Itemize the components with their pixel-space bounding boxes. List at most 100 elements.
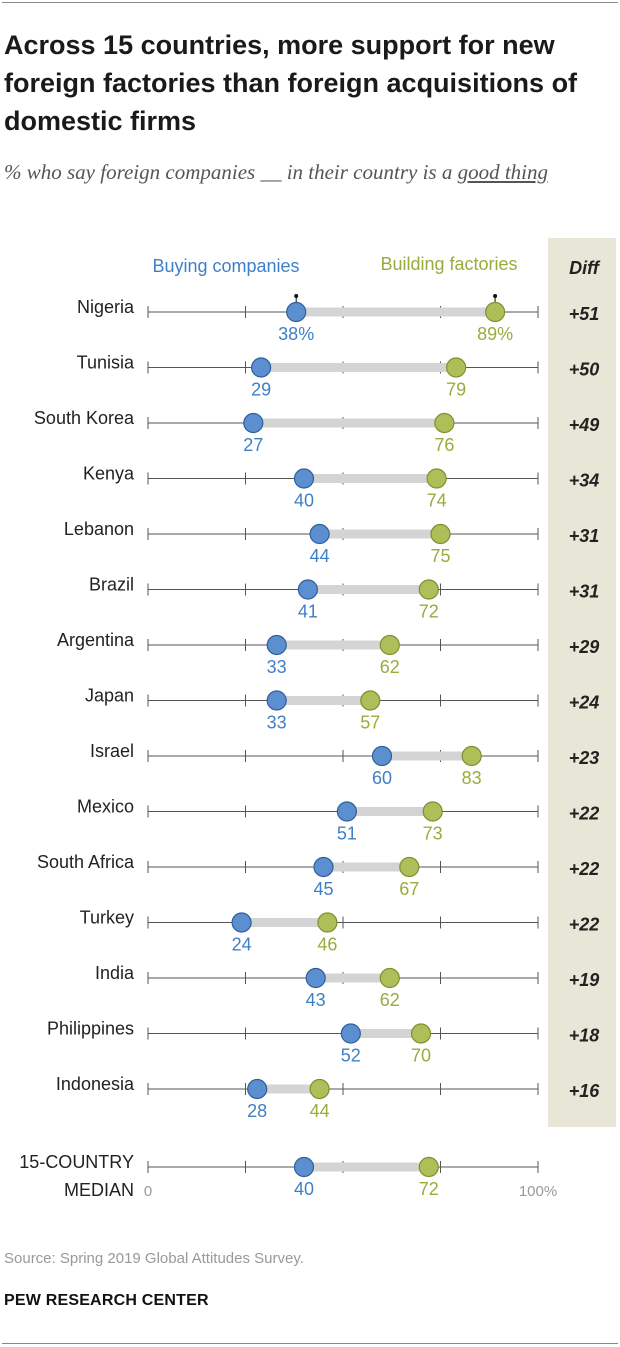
value-label-building: 67 (399, 879, 419, 899)
country-label: Argentina (57, 630, 135, 650)
diff-value: +22 (569, 859, 600, 879)
value-label-building: 70 (411, 1046, 431, 1066)
country-label: Indonesia (56, 1074, 135, 1094)
diff-value: +34 (569, 471, 600, 491)
dot-buying (247, 1078, 268, 1100)
value-label-building: 73 (423, 824, 443, 844)
dot-building (399, 856, 420, 878)
value-label-building: 75 (430, 546, 450, 566)
range-bar (346, 807, 433, 816)
dot-building (379, 634, 400, 656)
range-bar (304, 474, 437, 483)
diff-value: +18 (569, 1026, 600, 1046)
dot-buying (243, 412, 264, 434)
value-label-buying: 33 (267, 713, 287, 733)
dot-buying (266, 634, 287, 656)
country-label: Israel (90, 741, 134, 761)
country-label: Turkey (80, 908, 134, 928)
dot-buying (297, 579, 318, 600)
subtitle-underlined: good thing (457, 160, 549, 184)
dot-building (422, 801, 443, 822)
legend-building: Building factories (380, 254, 517, 274)
value-label-building: 79 (446, 380, 466, 400)
value-label-buying: 40 (294, 491, 314, 511)
dot-buying (305, 967, 326, 989)
value-label-buying: 40 (294, 1179, 314, 1199)
range-bar (304, 1162, 429, 1172)
dot-building (485, 301, 506, 323)
diff-value: +49 (569, 415, 600, 435)
diff-value: +51 (569, 304, 600, 324)
country-label: Nigeria (77, 297, 135, 317)
dot-buying (313, 856, 334, 878)
dot-range-chart: Buying companies Building factories Diff 38… (19, 254, 601, 1200)
country-label: Kenya (83, 464, 135, 484)
dot-building (461, 745, 482, 767)
value-label-buying: 33 (267, 657, 287, 677)
diff-value: +19 (569, 970, 600, 990)
diff-header: Diff (569, 258, 601, 278)
country-label: Japan (85, 686, 134, 706)
diff-value: +24 (569, 693, 600, 713)
value-label-building: 83 (462, 768, 482, 788)
diff-value: +29 (569, 637, 600, 657)
value-label-buying: 38% (278, 324, 314, 344)
value-label-building: 72 (419, 602, 439, 622)
country-label: South Africa (37, 852, 135, 872)
subtitle-text: % who say foreign companies __ in their … (4, 160, 458, 184)
value-label-buying: 43 (306, 990, 326, 1010)
value-label-buying: 24 (232, 935, 252, 955)
range-bar (257, 1084, 320, 1094)
value-label-buying: 45 (313, 879, 333, 899)
country-label: Lebanon (64, 519, 134, 539)
value-label-buying: 60 (372, 768, 392, 788)
median-label-line1: 15-COUNTRY (19, 1152, 134, 1172)
value-label-buying: 41 (298, 602, 318, 622)
value-label-building: 76 (434, 435, 454, 455)
dot-building (360, 690, 381, 711)
range-bar (315, 973, 390, 983)
country-label: India (95, 963, 135, 983)
diff-value: +23 (569, 748, 600, 768)
country-label: South Korea (34, 408, 135, 428)
dot-buying (309, 523, 330, 545)
range-bar (382, 751, 472, 761)
value-label-building: 62 (380, 990, 400, 1010)
diff-value: +50 (569, 360, 600, 380)
dot-building (434, 412, 455, 434)
organization-name: PEW RESEARCH CENTER (4, 1292, 209, 1309)
country-label: Mexico (77, 797, 134, 817)
axis-min-label: 0 (144, 1183, 152, 1200)
range-bar (241, 918, 328, 927)
legend-leader-dot-building (493, 294, 498, 298)
dot-building (309, 1078, 330, 1100)
range-bar (253, 418, 445, 428)
diff-value: +16 (569, 1081, 601, 1101)
axis-max-label: 100% (519, 1183, 557, 1200)
dot-buying (231, 912, 252, 933)
diff-value: +22 (569, 915, 600, 935)
range-bar (276, 640, 390, 650)
legend-leader-dot-buying (294, 294, 299, 298)
range-bar (307, 585, 429, 594)
dot-buying (293, 1156, 315, 1178)
dot-building (317, 912, 338, 933)
value-label-building: 57 (360, 713, 380, 733)
chart-title: Across 15 countries, more support for ne… (4, 30, 578, 136)
value-label-building: 62 (380, 657, 400, 677)
diff-value: +22 (569, 804, 600, 824)
diff-value: +31 (569, 526, 600, 546)
range-bar (319, 529, 441, 539)
value-label-building: 74 (427, 491, 447, 511)
dot-building (430, 523, 451, 545)
dot-buying (371, 745, 393, 767)
value-label-building: 72 (419, 1179, 439, 1199)
value-label-buying: 27 (243, 435, 263, 455)
country-label: Brazil (89, 575, 134, 595)
dot-building (379, 967, 400, 989)
dot-building (418, 1156, 439, 1178)
bottom-rule (2, 1343, 618, 1344)
value-label-building: 44 (310, 1101, 330, 1121)
range-bar (296, 307, 496, 317)
value-label-buying: 52 (341, 1046, 361, 1066)
